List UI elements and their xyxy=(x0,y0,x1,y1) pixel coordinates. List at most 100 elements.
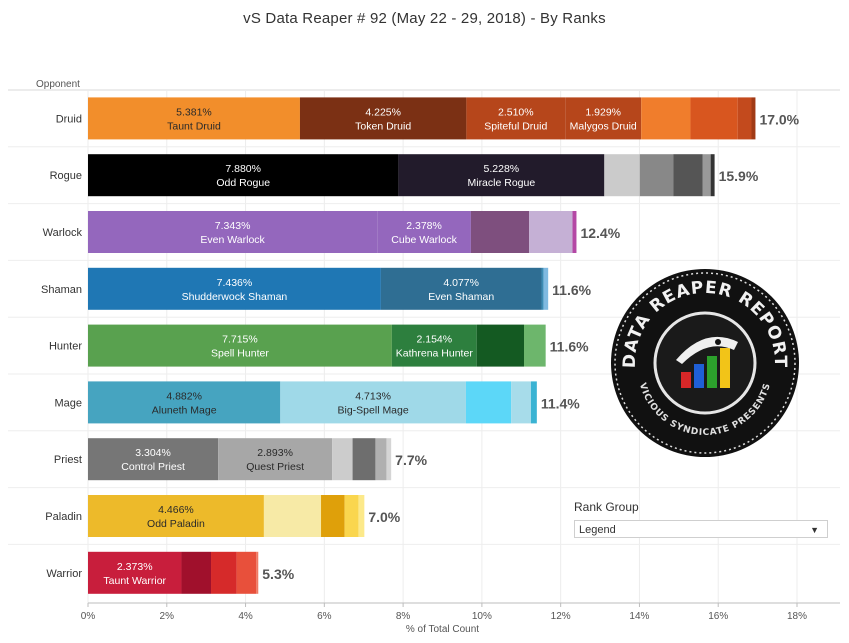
bar-segment xyxy=(604,154,640,197)
segment-archetype-label: Malygos Druid xyxy=(570,120,637,132)
bar-segment xyxy=(332,438,353,481)
row-label-rogue: Rogue xyxy=(50,170,82,182)
bar-segment xyxy=(88,495,264,537)
segment-archetype-label: Aluneth Mage xyxy=(152,404,217,416)
bar-segment xyxy=(344,495,359,537)
row-label-hunter: Hunter xyxy=(49,341,82,353)
bar-segment xyxy=(211,551,237,594)
segment-archetype-label: Even Shaman xyxy=(428,291,494,303)
x-axis-title: % of Total Count xyxy=(406,624,479,635)
rank-group-filter: Rank Group Legend ▼ xyxy=(574,500,830,538)
bar-segment xyxy=(530,381,537,424)
bar-segment xyxy=(565,97,642,140)
segment-percent-label: 4.225% xyxy=(365,106,401,118)
row-total-label: 5.3% xyxy=(262,566,294,582)
bar-segment xyxy=(88,551,182,594)
bar-segment xyxy=(466,97,566,140)
segment-percent-label: 7.880% xyxy=(225,163,261,175)
x-tick-label: 16% xyxy=(708,611,728,622)
segment-archetype-label: Cube Warlock xyxy=(391,234,457,246)
row-label-shaman: Shaman xyxy=(41,284,82,296)
x-tick-label: 10% xyxy=(472,611,492,622)
bar-segment xyxy=(88,381,281,424)
row-label-priest: Priest xyxy=(54,454,82,466)
bar-segment xyxy=(386,438,392,481)
segment-archetype-label: Token Druid xyxy=(355,120,411,132)
segment-archetype-label: Big-Spell Mage xyxy=(338,404,409,416)
row-total-label: 17.0% xyxy=(759,111,799,127)
segment-archetype-label: Odd Paladin xyxy=(147,518,205,530)
bar-segment xyxy=(352,438,376,481)
segment-percent-label: 4.466% xyxy=(158,504,194,516)
segment-percent-label: 4.713% xyxy=(355,390,391,402)
x-tick-label: 6% xyxy=(317,611,332,622)
row-total-label: 12.4% xyxy=(580,225,620,241)
segment-archetype-label: Odd Rogue xyxy=(216,177,270,189)
bar-segment xyxy=(572,211,577,253)
bar-segment xyxy=(543,267,549,310)
bar-segment xyxy=(639,154,674,197)
x-tick-label: 8% xyxy=(396,611,411,622)
bar-segment xyxy=(181,551,212,594)
bar-segment xyxy=(710,154,715,197)
segment-percent-label: 2.378% xyxy=(406,220,442,232)
chart-title: vS Data Reaper # 92 (May 22 - 29, 2018) … xyxy=(243,10,606,27)
row-label-druid: Druid xyxy=(56,113,82,125)
segment-percent-label: 1.929% xyxy=(585,106,621,118)
rank-group-dropdown[interactable]: Legend ▼ xyxy=(574,520,828,538)
segment-percent-label: 4.882% xyxy=(166,390,202,402)
bar-segment xyxy=(358,495,365,537)
x-tick-label: 0% xyxy=(81,611,96,622)
bar-segment xyxy=(375,438,387,481)
x-tick-label: 18% xyxy=(787,611,807,622)
row-total-label: 11.6% xyxy=(550,339,589,355)
bar-segment xyxy=(236,551,257,594)
bar-segment xyxy=(88,324,392,367)
bar-segment xyxy=(465,381,512,424)
bar-segment xyxy=(702,154,711,197)
segment-percent-label: 2.373% xyxy=(117,561,153,573)
segment-archetype-label: Miracle Rogue xyxy=(467,177,535,189)
segment-archetype-label: Kathrena Hunter xyxy=(396,348,474,360)
bar-segment xyxy=(523,324,546,367)
segment-percent-label: 5.228% xyxy=(484,163,520,175)
segment-percent-label: 2.893% xyxy=(257,447,293,459)
bar-segment xyxy=(256,551,259,594)
segment-archetype-label: Spell Hunter xyxy=(211,348,269,360)
segment-archetype-label: Taunt Warrior xyxy=(103,575,166,587)
row-total-label: 11.4% xyxy=(541,395,580,411)
bar-segment xyxy=(751,97,756,140)
bar-segment xyxy=(88,97,300,140)
logo-bars-icon xyxy=(676,336,738,388)
bar-segment xyxy=(88,154,399,197)
bar-segment xyxy=(737,97,752,140)
row-label-mage: Mage xyxy=(54,397,82,409)
segment-archetype-label: Even Warlock xyxy=(200,234,265,246)
segment-percent-label: 7.436% xyxy=(217,277,253,289)
bar-segment xyxy=(88,211,378,253)
bar-segment xyxy=(511,381,531,424)
bar-segment xyxy=(321,495,345,537)
bar-segment xyxy=(280,381,466,424)
segment-archetype-label: Spiteful Druid xyxy=(484,120,547,132)
segment-percent-label: 7.343% xyxy=(215,220,251,232)
bar-segment xyxy=(641,97,691,140)
rank-group-title: Rank Group xyxy=(574,500,639,514)
segment-archetype-label: Shudderwock Shaman xyxy=(182,291,288,303)
row-total-label: 15.9% xyxy=(719,168,759,184)
chevron-down-icon: ▼ xyxy=(810,525,819,535)
x-tick-label: 14% xyxy=(629,611,649,622)
bar-segment xyxy=(690,97,738,140)
segment-archetype-label: Quest Priest xyxy=(246,461,304,473)
rank-group-selected: Legend xyxy=(579,524,616,536)
bar-segment xyxy=(380,267,542,310)
bar-segment xyxy=(541,267,544,310)
segment-percent-label: 4.077% xyxy=(443,277,479,289)
row-label-warlock: Warlock xyxy=(43,227,83,239)
segment-archetype-label: Control Priest xyxy=(121,461,185,473)
bar-segment xyxy=(88,438,219,481)
row-total-label: 11.6% xyxy=(552,282,591,298)
segment-percent-label: 3.304% xyxy=(135,447,171,459)
segment-percent-label: 5.381% xyxy=(176,106,212,118)
